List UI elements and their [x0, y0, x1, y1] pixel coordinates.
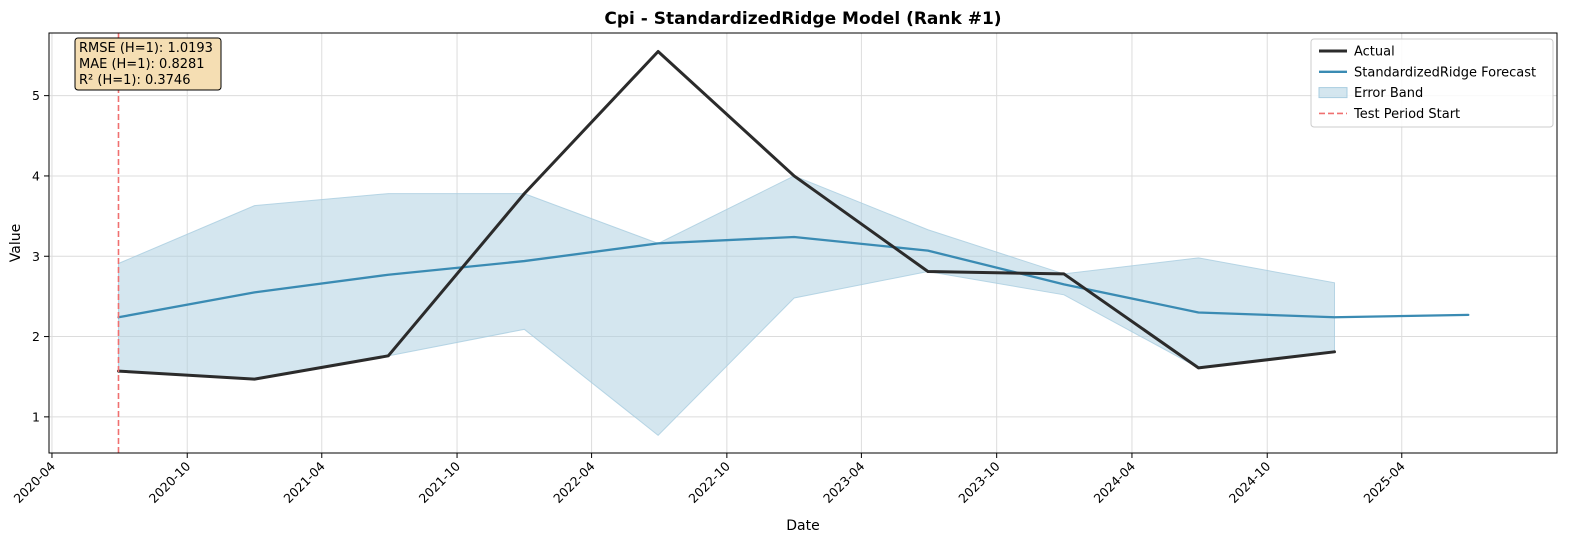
plot-frame	[48, 32, 1558, 454]
x-tick-label: 2022-04	[550, 458, 598, 506]
metrics-box-background	[74, 37, 222, 91]
x-tick-label: 2021-04	[280, 458, 328, 506]
legend-label-error-band: Error Band	[1354, 86, 1423, 101]
y-tick-label: 1	[32, 409, 40, 424]
legend-label-forecast: StandardizedRidge Forecast	[1354, 65, 1536, 80]
x-tick-label: 2025-04	[1360, 458, 1408, 506]
legend-label-test-period: Test Period Start	[1353, 107, 1460, 122]
y-tick-label: 4	[32, 168, 40, 183]
legend-swatch-error-band	[1318, 87, 1348, 99]
x-axis-title: Date	[786, 518, 819, 534]
metric-rmse: RMSE (H=1): 1.0193	[79, 41, 213, 56]
metric-r2: R² (H=1): 0.3746	[79, 73, 190, 88]
x-tick-label: 2022-10	[685, 458, 733, 506]
x-tick-label: 2024-04	[1091, 458, 1139, 506]
forecast-line	[117, 235, 1470, 319]
y-tick-label: 3	[32, 249, 40, 264]
legend-background	[1310, 38, 1554, 128]
x-tick-label: 2021-10	[416, 458, 464, 506]
x-tick-label: 2023-04	[820, 458, 868, 506]
metrics-box: RMSE (H=1): 1.0193 MAE (H=1): 0.8281 R² …	[74, 37, 222, 91]
x-axis-ticks: 2020-04 2020-10 2021-04 2021-10 2022-04 2022-…	[11, 453, 1408, 506]
x-tick-label: 2020-04	[11, 458, 59, 506]
y-tick-label: 2	[32, 329, 40, 344]
x-tick-label: 2024-10	[1226, 458, 1274, 506]
legend-label-actual: Actual	[1354, 45, 1395, 60]
y-axis-ticks: 1 2 3 4 5	[32, 88, 49, 424]
series-layer	[116, 49, 1470, 381]
y-axis-title: Value	[8, 224, 24, 262]
actual-line	[116, 49, 1336, 381]
legend: Actual StandardizedRidge Forecast Error …	[1310, 38, 1554, 128]
x-tick-label: 2020-10	[146, 458, 194, 506]
y-tick-label: 5	[32, 88, 40, 103]
metric-mae: MAE (H=1): 0.8281	[79, 57, 205, 72]
x-tick-label: 2023-10	[955, 458, 1003, 506]
chart-title: Cpi - StandardizedRidge Model (Rank #1)	[604, 9, 1001, 29]
